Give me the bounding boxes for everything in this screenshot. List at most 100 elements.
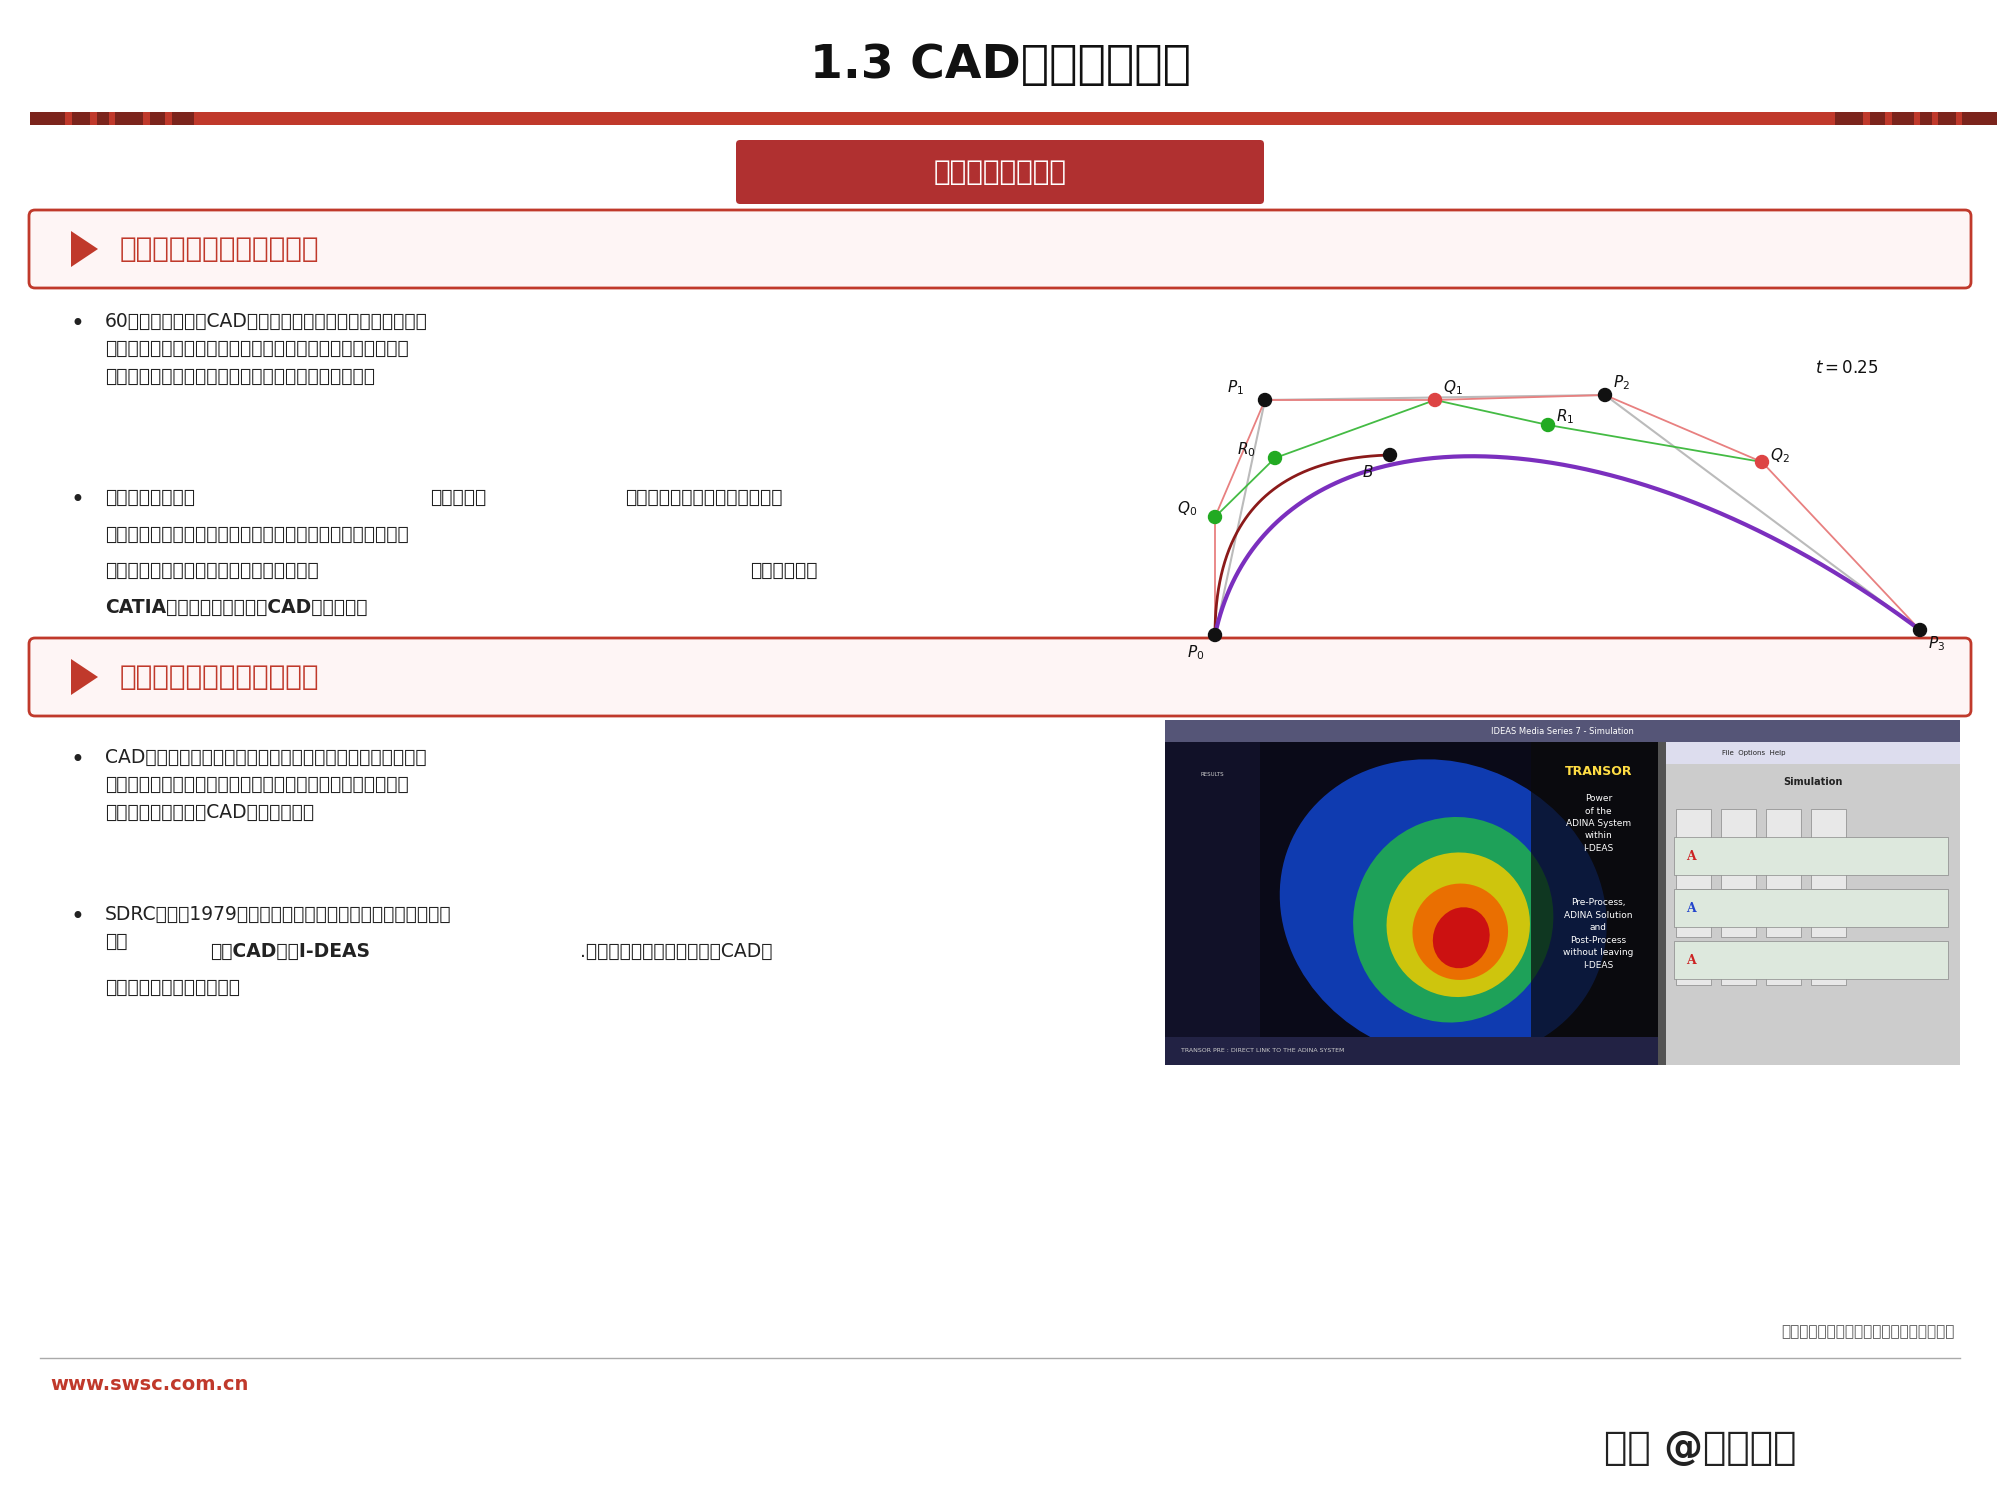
Bar <box>1720 856 1756 888</box>
Bar <box>1938 112 1956 125</box>
Text: Power
of the
ADINA System
within
I-DEAS: Power of the ADINA System within I-DEAS <box>1566 794 1630 853</box>
Text: $R_0$: $R_0$ <box>1236 440 1256 459</box>
Bar <box>1164 742 1658 1065</box>
Circle shape <box>1268 452 1282 465</box>
Bar <box>1676 952 1710 986</box>
Bar <box>1836 112 1864 125</box>
Bar <box>150 112 164 125</box>
Ellipse shape <box>1354 818 1554 1023</box>
Text: $Q_1$: $Q_1$ <box>1444 378 1462 396</box>
Text: 纯模仿工程图纸的三视图模式中解放出来，: 纯模仿工程图纸的三视图模式中解放出来， <box>104 561 318 580</box>
Text: 数据来源：测量技术研究院，西南证券整理: 数据来源：测量技术研究院，西南证券整理 <box>1782 1324 1956 1340</box>
Ellipse shape <box>1280 759 1606 1060</box>
Text: 四大重大技术革命: 四大重大技术革命 <box>934 158 1066 186</box>
Text: SDRC公司于1979年发布了世界上第一个完全基于实体造型技
术的: SDRC公司于1979年发布了世界上第一个完全基于实体造型技 术的 <box>104 904 452 951</box>
Bar <box>1530 742 1666 1065</box>
Bar <box>1766 952 1800 986</box>
Text: CAD的表面模型技术只能表达形体的表面信息，难以准确表达
零件的其它特性，而实体造型技术能够精确表达零件的全部属
性，在理论上有助于CAD模型的表达。: CAD的表面模型技术只能表达形体的表面信息，难以准确表达 零件的其它特性，而实体… <box>104 748 426 822</box>
Bar <box>1810 808 1846 842</box>
Circle shape <box>1598 388 1612 402</box>
Polygon shape <box>72 231 98 267</box>
Bar <box>1666 742 1960 764</box>
Text: •: • <box>70 904 84 928</box>
Circle shape <box>1542 419 1554 432</box>
Bar <box>1870 112 1884 125</box>
Text: 第一次技术革命：曲面造型: 第一次技术革命：曲面造型 <box>120 236 320 262</box>
Text: 1.3 CAD技术发展历程: 1.3 CAD技术发展历程 <box>810 42 1190 87</box>
Text: www.swsc.com.cn: www.swsc.com.cn <box>50 1376 248 1395</box>
Bar <box>1666 742 1960 1065</box>
Text: •: • <box>70 488 84 512</box>
Text: A: A <box>1686 954 1696 968</box>
Text: ，使得人们在用计算机处理曲线: ，使得人们在用计算机处理曲线 <box>624 488 782 507</box>
Bar <box>1676 808 1710 842</box>
Bar <box>96 112 108 125</box>
FancyBboxPatch shape <box>28 210 1972 288</box>
FancyBboxPatch shape <box>736 140 1264 204</box>
Circle shape <box>1258 393 1272 406</box>
Bar <box>1164 1036 1658 1065</box>
Text: $P_1$: $P_1$ <box>1228 378 1244 396</box>
Bar <box>1164 720 1960 742</box>
Bar <box>30 112 1970 125</box>
Text: •: • <box>70 312 84 336</box>
Bar <box>1810 856 1846 888</box>
Text: Simulation: Simulation <box>1784 777 1842 788</box>
Text: 贝塞尔算法: 贝塞尔算法 <box>430 488 486 507</box>
Bar <box>1720 952 1756 986</box>
Bar <box>1810 952 1846 986</box>
Circle shape <box>1428 393 1442 406</box>
Text: 大型CAD软件I-DEAS: 大型CAD软件I-DEAS <box>210 942 370 960</box>
Text: IDEAS Media Series 7 - Simulation: IDEAS Media Series 7 - Simulation <box>1492 726 1634 735</box>
Bar <box>72 112 90 125</box>
Ellipse shape <box>1432 908 1490 968</box>
Polygon shape <box>72 658 98 694</box>
Bar <box>1892 112 1914 125</box>
Bar <box>1720 904 1756 936</box>
Text: $R_1$: $R_1$ <box>1556 406 1574 426</box>
Text: $t = 0.25$: $t = 0.25$ <box>1814 358 1878 376</box>
Bar <box>1962 112 1998 125</box>
Text: A: A <box>1686 849 1696 862</box>
Text: $B$: $B$ <box>1362 464 1374 480</box>
Bar <box>1766 808 1800 842</box>
Text: 曲面造型系统: 曲面造型系统 <box>750 561 818 580</box>
Circle shape <box>1208 628 1222 642</box>
Text: 展史上的第二次技术革命。: 展史上的第二次技术革命。 <box>104 978 240 998</box>
Bar <box>1766 904 1800 936</box>
Text: 及曲面问题时变得可以操作，标志着计算机辅助设计技术从单: 及曲面问题时变得可以操作，标志着计算机辅助设计技术从单 <box>104 525 408 543</box>
Bar <box>1676 856 1710 888</box>
Text: TRANSOR: TRANSOR <box>1564 765 1632 778</box>
Bar <box>172 112 194 125</box>
Circle shape <box>1756 456 1768 468</box>
Text: $P_0$: $P_0$ <box>1188 644 1204 662</box>
Text: A: A <box>1686 902 1696 915</box>
Text: 头条 @未来智库: 头条 @未来智库 <box>1604 1430 1796 1467</box>
Ellipse shape <box>1386 852 1530 998</box>
FancyBboxPatch shape <box>28 638 1972 716</box>
Bar <box>1766 856 1800 888</box>
Bar <box>1720 808 1756 842</box>
Bar <box>1674 837 1948 876</box>
Bar <box>1920 112 1932 125</box>
Circle shape <box>1208 510 1222 524</box>
Text: $P_3$: $P_3$ <box>1928 634 1946 652</box>
Ellipse shape <box>1412 884 1508 980</box>
Circle shape <box>1384 448 1396 462</box>
Text: File  Options  Help: File Options Help <box>1722 750 1786 756</box>
Text: $P_2$: $P_2$ <box>1612 374 1630 392</box>
Bar <box>1164 742 1260 1065</box>
Bar <box>1674 890 1948 927</box>
Text: •: • <box>70 748 84 772</box>
Text: 60年代出现的三维CAD系统只是极为简单的线框式系统，只
能表达基本的几何信息，经常发生设计完成后，制作出来的样
品与设计者所想象的有很大差距甚至完全不同的情况: 60年代出现的三维CAD系统只是极为简单的线框式系统，只 能表达基本的几何信息，… <box>104 312 428 386</box>
Text: 这时候法国人提出: 这时候法国人提出 <box>104 488 196 507</box>
Bar <box>30 112 64 125</box>
Text: CATIA为人类带来了第一次CAD技术革命。: CATIA为人类带来了第一次CAD技术革命。 <box>104 597 368 616</box>
Bar <box>114 112 144 125</box>
Text: RESULTS: RESULTS <box>1200 771 1224 777</box>
Text: TRANSOR PRE : DIRECT LINK TO THE ADINA SYSTEM: TRANSOR PRE : DIRECT LINK TO THE ADINA S… <box>1180 1048 1344 1053</box>
Bar <box>1676 904 1710 936</box>
Text: .实体造型技术的普及标志着CAD发: .实体造型技术的普及标志着CAD发 <box>580 942 772 960</box>
Circle shape <box>1914 624 1926 636</box>
Text: Pre-Process,
ADINA Solution
and
Post-Process
without leaving
I-DEAS: Pre-Process, ADINA Solution and Post-Pro… <box>1564 898 1634 969</box>
